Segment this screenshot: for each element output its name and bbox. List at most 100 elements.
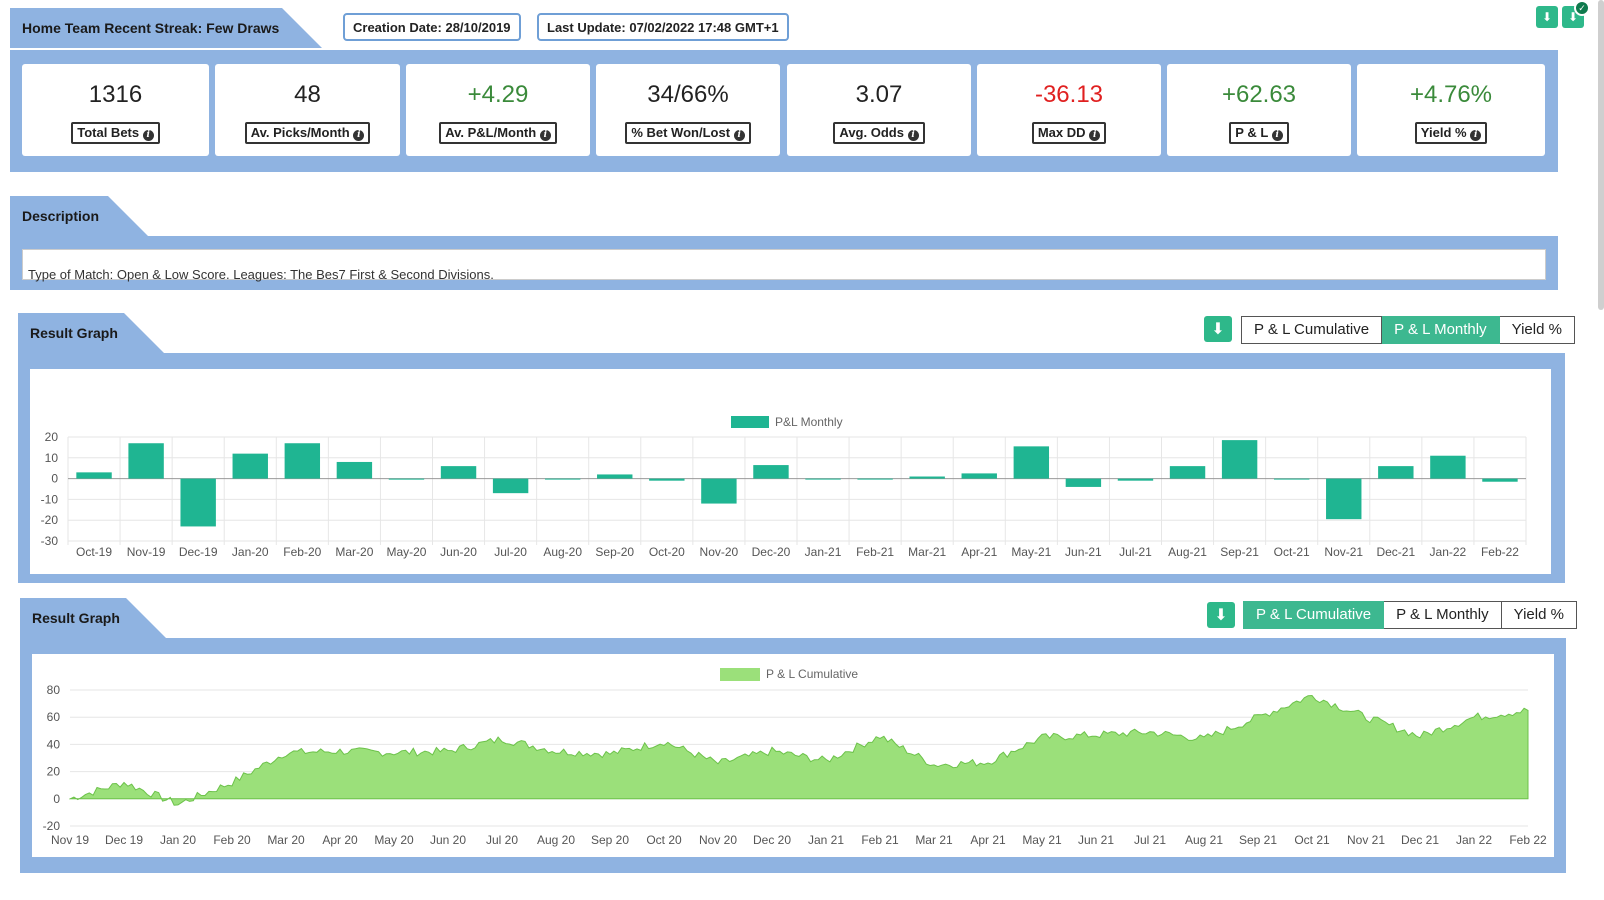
legend-label: P&L Monthly <box>775 415 843 429</box>
graph1-download-button[interactable]: ⬇ <box>1204 316 1232 342</box>
stat-label-text: Avg. Odds <box>839 125 904 140</box>
stat-label-text: Av. P&L/Month <box>445 125 537 140</box>
stat-value: 1316 <box>88 81 143 108</box>
x-tick-label: Nov 20 <box>699 833 737 847</box>
x-tick-label: Jun 21 <box>1078 833 1114 847</box>
cumulative-area <box>69 694 1529 806</box>
bar <box>857 478 893 480</box>
scrollbar[interactable] <box>1598 0 1604 310</box>
bar <box>1273 478 1310 480</box>
x-tick-label: Jul-21 <box>1119 545 1152 559</box>
x-tick-label: May-20 <box>386 545 426 559</box>
x-tick-label: Feb 22 <box>1509 833 1547 847</box>
graph2-monthly-button[interactable]: P & L Monthly <box>1384 601 1502 629</box>
info-icon[interactable]: i <box>1470 130 1482 141</box>
stat-value: +4.29 <box>467 81 529 108</box>
x-tick-label: Nov-21 <box>1324 545 1363 559</box>
stat-label[interactable]: % Bet Won/Lost i <box>625 122 751 144</box>
x-tick-label: Nov 19 <box>51 833 89 847</box>
x-tick-label: Dec 20 <box>753 833 791 847</box>
info-icon[interactable]: i <box>1271 130 1283 141</box>
x-tick-label: Feb-21 <box>856 545 894 559</box>
stat-label[interactable]: Yield % i <box>1414 122 1488 144</box>
bar <box>1482 478 1518 482</box>
stat-label-text: P & L <box>1235 125 1269 140</box>
creation-date-badge: Creation Date: 28/10/2019 <box>343 13 521 41</box>
info-icon[interactable]: i <box>1089 130 1101 141</box>
graph1-monthly-button[interactable]: P & L Monthly <box>1382 316 1500 344</box>
stat-label-text: Total Bets <box>77 125 140 140</box>
x-tick-label: Oct-20 <box>649 545 685 559</box>
x-tick-label: Dec 19 <box>105 833 143 847</box>
stat-label-text: Yield % <box>1420 125 1467 140</box>
bar <box>1065 478 1102 487</box>
strategy-title: Home Team Recent Streak: Few Draws <box>22 20 280 36</box>
stat-value: +62.63 <box>1221 81 1297 108</box>
stat-card-bet-won-lost: 34/66% % Bet Won/Lost i <box>596 64 780 156</box>
x-tick-label: Jan 22 <box>1456 833 1492 847</box>
x-tick-label: May-21 <box>1011 545 1051 559</box>
follow-button[interactable]: ⬇ ✓ <box>1562 0 1590 28</box>
download-icon: ⬇ <box>1214 607 1228 624</box>
graph1-yield-button[interactable]: Yield % <box>1499 316 1575 344</box>
stat-label-text: Max DD <box>1037 125 1086 140</box>
bar <box>909 476 945 479</box>
graph2-panel: P & L Cumulative 80 60 40 20 0 -20 Nov 19 Dec 19… <box>32 654 1554 857</box>
x-tick-label: Mar 21 <box>915 833 953 847</box>
top-actions: ⬇ ⬇ ✓ <box>1536 0 1590 28</box>
x-tick-label: Mar 20 <box>267 833 305 847</box>
info-icon[interactable]: i <box>733 130 745 141</box>
bar <box>597 474 633 479</box>
info-icon[interactable]: i <box>142 130 154 141</box>
graph2-yield-button[interactable]: Yield % <box>1501 601 1577 629</box>
graph1-cumulative-button[interactable]: P & L Cumulative <box>1241 316 1383 344</box>
bar <box>544 478 581 480</box>
stat-label[interactable]: Avg. Odds i <box>833 122 925 144</box>
x-tick-label: Nov-20 <box>700 545 739 559</box>
bar <box>492 478 529 494</box>
x-tick-label: Nov 21 <box>1347 833 1385 847</box>
download-button[interactable]: ⬇ <box>1536 6 1558 28</box>
bar <box>336 461 373 479</box>
y-tick-label: -30 <box>41 534 59 548</box>
graph2-mode-toggle: P & L Cumulative P & L Monthly Yield % <box>1243 601 1577 629</box>
bar <box>180 478 216 527</box>
stat-label[interactable]: P & L i <box>1229 122 1289 144</box>
x-tick-label: Dec-19 <box>179 545 218 559</box>
y-tick-label: 0 <box>51 472 58 486</box>
info-icon[interactable]: i <box>539 130 551 141</box>
monthly-pl-chart: P&L Monthly 20 10 0 -10 -20 -30 Oct-19 Nov-19 Dec… <box>41 415 1527 559</box>
download-icon: ⬇ <box>1541 10 1553 24</box>
x-tick-label: Aug 20 <box>537 833 575 847</box>
stat-card-avg-pl: +4.29 Av. P&L/Month i <box>406 64 590 156</box>
info-icon[interactable]: i <box>353 130 365 141</box>
stat-value: -36.13 <box>1034 81 1104 108</box>
stat-card-avg-picks: 48 Av. Picks/Month i <box>215 64 400 156</box>
y-tick-label: 40 <box>47 737 61 751</box>
x-tick-label: Nov-19 <box>127 545 166 559</box>
x-tick-label: Oct-19 <box>76 545 112 559</box>
stat-label[interactable]: Av. P&L/Month i <box>439 122 557 144</box>
bar <box>1013 446 1050 479</box>
bar <box>1221 440 1258 479</box>
y-tick-label: -20 <box>41 513 59 527</box>
x-tick-label: Jul 21 <box>1134 833 1166 847</box>
stat-card-max-dd: -36.13 Max DD i <box>977 64 1161 156</box>
stat-label[interactable]: Av. Picks/Month i <box>244 122 371 144</box>
description-box <box>22 249 1546 280</box>
bar <box>805 478 841 480</box>
stat-label-text: % Bet Won/Lost <box>631 125 731 140</box>
x-tick-label: Sep-21 <box>1220 545 1259 559</box>
graph2-download-button[interactable]: ⬇ <box>1207 602 1235 628</box>
x-tick-label: May 21 <box>1022 833 1062 847</box>
x-tick-label: Sep-20 <box>595 545 634 559</box>
stat-value: 34/66% <box>647 81 729 108</box>
x-tick-label: Dec-20 <box>752 545 791 559</box>
stat-label[interactable]: Total Bets i <box>71 122 160 144</box>
info-icon[interactable]: i <box>907 130 919 141</box>
graph2-cumulative-button[interactable]: P & L Cumulative <box>1243 601 1385 629</box>
stats-panel: 1316 Total Bets i 48 Av. Picks/Month i +4.29… <box>10 50 1558 172</box>
stat-label[interactable]: Max DD i <box>1031 122 1107 144</box>
x-tick-label: Feb-22 <box>1481 545 1519 559</box>
